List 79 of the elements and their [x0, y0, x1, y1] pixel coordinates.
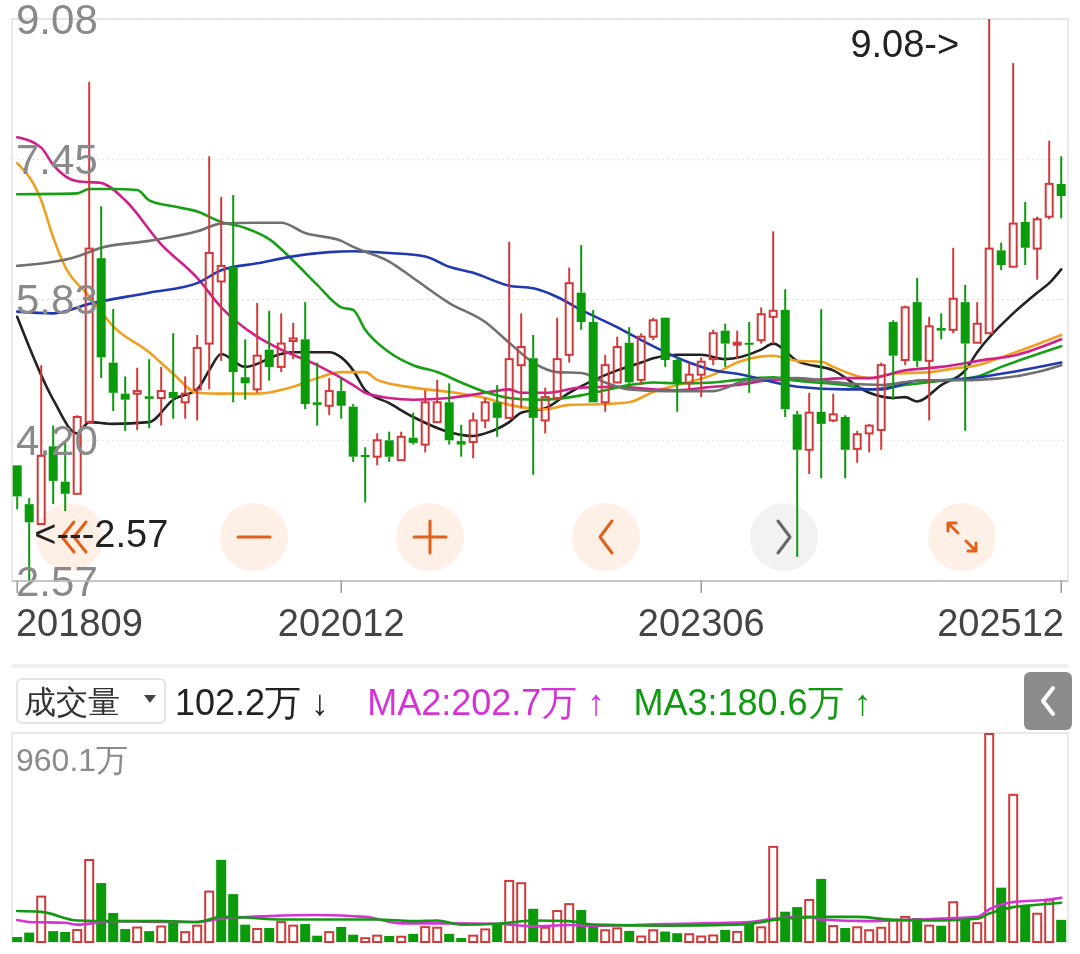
bar: [936, 925, 947, 942]
bar: [720, 929, 731, 942]
bar: [828, 925, 839, 943]
bar: [48, 931, 59, 942]
bar: [24, 932, 35, 942]
bar: [876, 926, 887, 943]
annotation: 960.1万: [16, 742, 129, 778]
bar: [684, 933, 695, 943]
bar: [900, 915, 911, 943]
x-tick-label: 201809: [15, 602, 143, 644]
bar: [252, 928, 263, 943]
bar: [1008, 793, 1019, 943]
bar: [204, 890, 215, 943]
bar: [384, 935, 395, 942]
bar: [444, 933, 455, 942]
bar: [696, 935, 707, 943]
bar: [396, 935, 407, 943]
bar: [288, 924, 299, 943]
bar: [924, 924, 935, 943]
bar: [432, 926, 443, 943]
bar: [372, 934, 383, 943]
bar: [540, 926, 551, 943]
bar: [672, 933, 683, 942]
bar: [192, 924, 203, 943]
bar: [852, 926, 863, 943]
bar: [480, 928, 491, 943]
bar: [864, 929, 875, 943]
bar: [72, 929, 83, 943]
bar: [156, 925, 167, 943]
bar: [456, 938, 467, 942]
x-tick-label: 202012: [277, 602, 405, 644]
bar: [1032, 912, 1043, 943]
annotation: 9.08->: [850, 23, 960, 65]
bar: [264, 928, 275, 942]
bar: [348, 934, 359, 942]
x-tick-label: 202306: [637, 602, 765, 644]
text: MA2:202.7万 ↑: [367, 682, 606, 723]
bar: [804, 898, 815, 943]
bar: [972, 922, 983, 943]
bar: [312, 935, 323, 942]
bar: [504, 879, 515, 943]
bar: [360, 937, 371, 943]
y-tick-label: 2.57: [16, 557, 98, 605]
bar: [60, 931, 71, 942]
bar: [600, 929, 611, 943]
bar: [336, 926, 347, 942]
bar: [84, 859, 95, 943]
text: MA3:180.6万 ↑: [633, 682, 872, 723]
text: 102.2万 ↓: [175, 682, 330, 723]
bar: [516, 882, 527, 943]
bar: [420, 926, 431, 943]
bar: [12, 936, 23, 942]
bar: [144, 931, 155, 942]
bar: [324, 931, 335, 943]
bar: [276, 921, 287, 943]
bar: [648, 929, 659, 943]
bar: [840, 928, 851, 942]
chart-title: 成交量: [24, 684, 120, 720]
line-series: [15, 221, 1063, 393]
bar: [1044, 899, 1055, 943]
bar: [636, 935, 647, 943]
bar: [240, 924, 251, 942]
y-tick-label: 9.08: [16, 0, 98, 43]
bar: [768, 845, 779, 943]
bar: [300, 924, 311, 942]
bar: [180, 931, 191, 943]
bar: [1056, 919, 1067, 942]
bar: [408, 933, 419, 942]
bar: [132, 926, 143, 943]
bar: [708, 934, 719, 943]
bar: [984, 733, 995, 943]
bar: [468, 934, 479, 943]
bar: [624, 930, 635, 942]
bar: [660, 931, 671, 942]
bar: [732, 930, 743, 943]
bar: [120, 929, 131, 942]
bar: [756, 926, 767, 943]
x-tick-label: 202512: [937, 602, 1065, 644]
bar: [612, 927, 623, 943]
